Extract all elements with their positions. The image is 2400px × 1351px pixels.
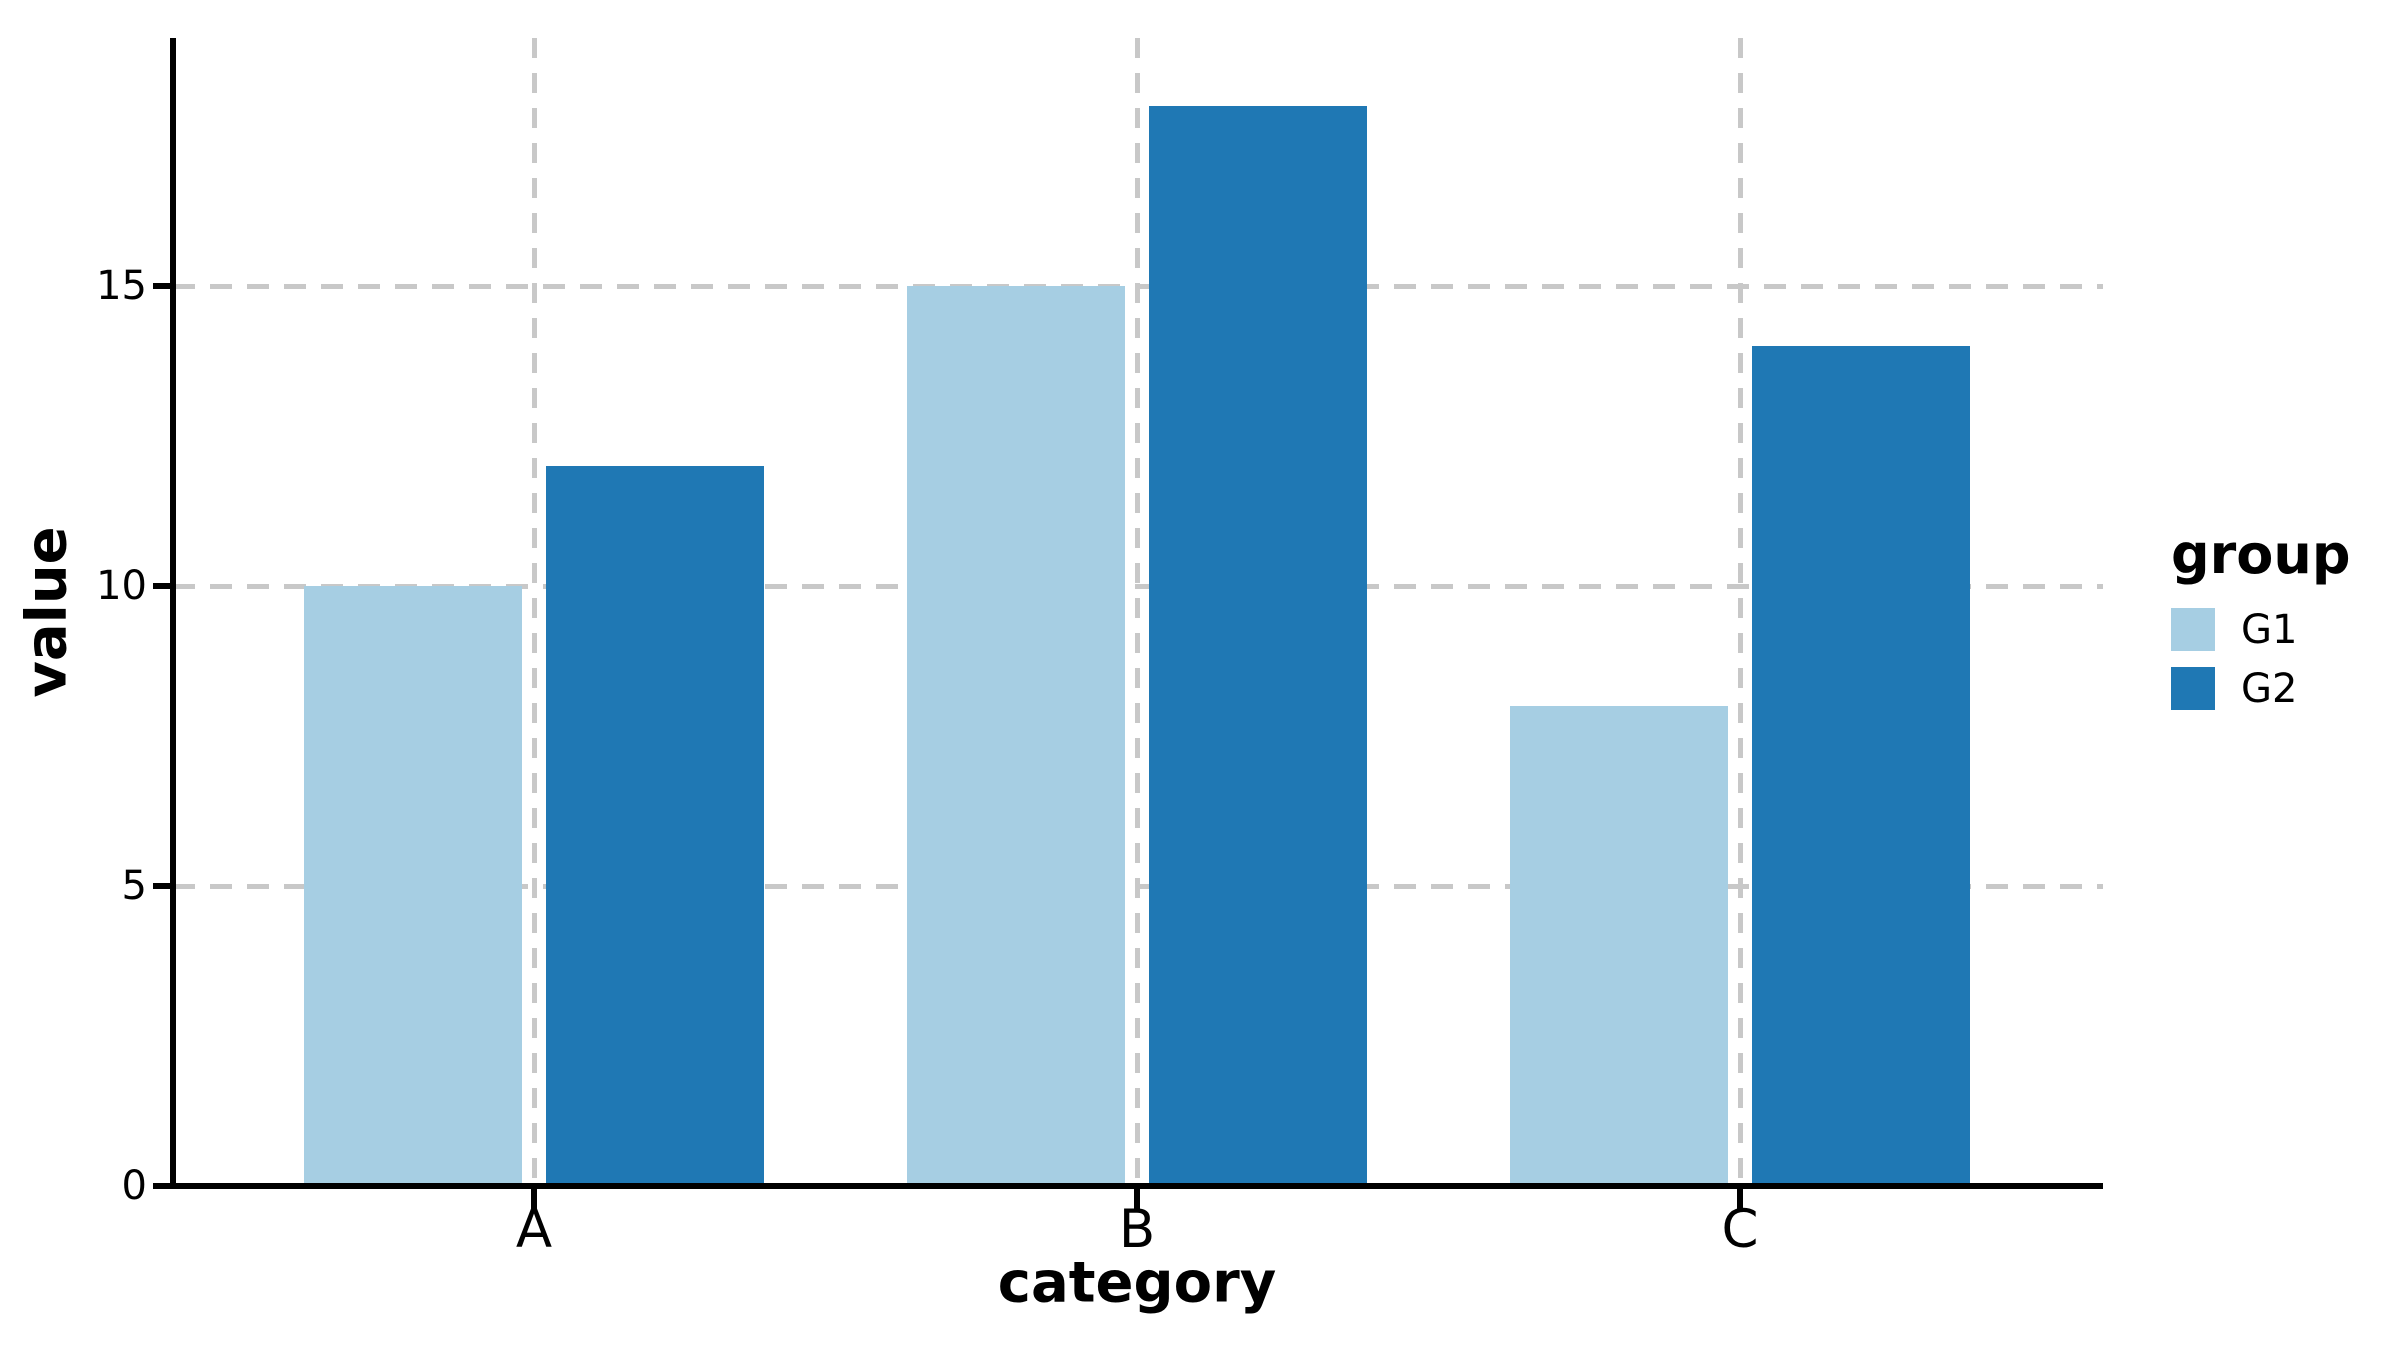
v-gridline-C <box>1737 38 1743 1186</box>
legend-swatch-g2 <box>2171 667 2215 710</box>
y-tick-label-5: 5 <box>121 863 147 909</box>
legend-item-g1: G1 <box>2171 608 2350 651</box>
bar-A-G2 <box>546 466 764 1186</box>
legend-title: group <box>2171 523 2351 586</box>
legend-swatch-g1 <box>2171 608 2215 651</box>
y-tickmark-15 <box>153 283 174 289</box>
bar-B-G1 <box>907 286 1125 1186</box>
legend-label-g1: G1 <box>2241 606 2298 653</box>
bar-B-G2 <box>1149 106 1367 1186</box>
bar-C-G1 <box>1510 706 1728 1186</box>
v-gridline-B <box>1134 38 1140 1186</box>
x-tickmark-C <box>1737 1189 1743 1209</box>
x-tick-label-B: B <box>1118 1199 1156 1260</box>
y-axis-title: value <box>14 526 80 698</box>
y-tick-label-10: 10 <box>96 563 147 609</box>
x-tick-label-C: C <box>1721 1199 1759 1260</box>
legend-item-g2: G2 <box>2171 667 2350 710</box>
bar-A-G1 <box>304 586 522 1186</box>
x-tick-label-A: A <box>515 1199 553 1260</box>
legend-label-g2: G2 <box>2241 665 2298 712</box>
x-axis-title: category <box>997 1250 1277 1316</box>
v-gridline-A <box>531 38 537 1186</box>
y-tickmark-10 <box>153 583 174 589</box>
x-tickmark-B <box>1134 1189 1140 1209</box>
x-axis-spine <box>170 1183 2103 1189</box>
y-tickmark-5 <box>153 883 174 889</box>
bar-C-G2 <box>1752 346 1970 1186</box>
y-tickmark-0 <box>153 1183 174 1189</box>
x-tickmark-A <box>531 1189 537 1209</box>
y-tick-label-15: 15 <box>96 263 147 309</box>
y-axis-spine <box>170 38 176 1189</box>
legend: group G1 G2 <box>2171 528 2350 726</box>
y-tick-label-0: 0 <box>121 1163 147 1209</box>
